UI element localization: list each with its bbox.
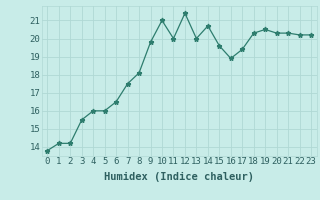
- X-axis label: Humidex (Indice chaleur): Humidex (Indice chaleur): [104, 172, 254, 182]
